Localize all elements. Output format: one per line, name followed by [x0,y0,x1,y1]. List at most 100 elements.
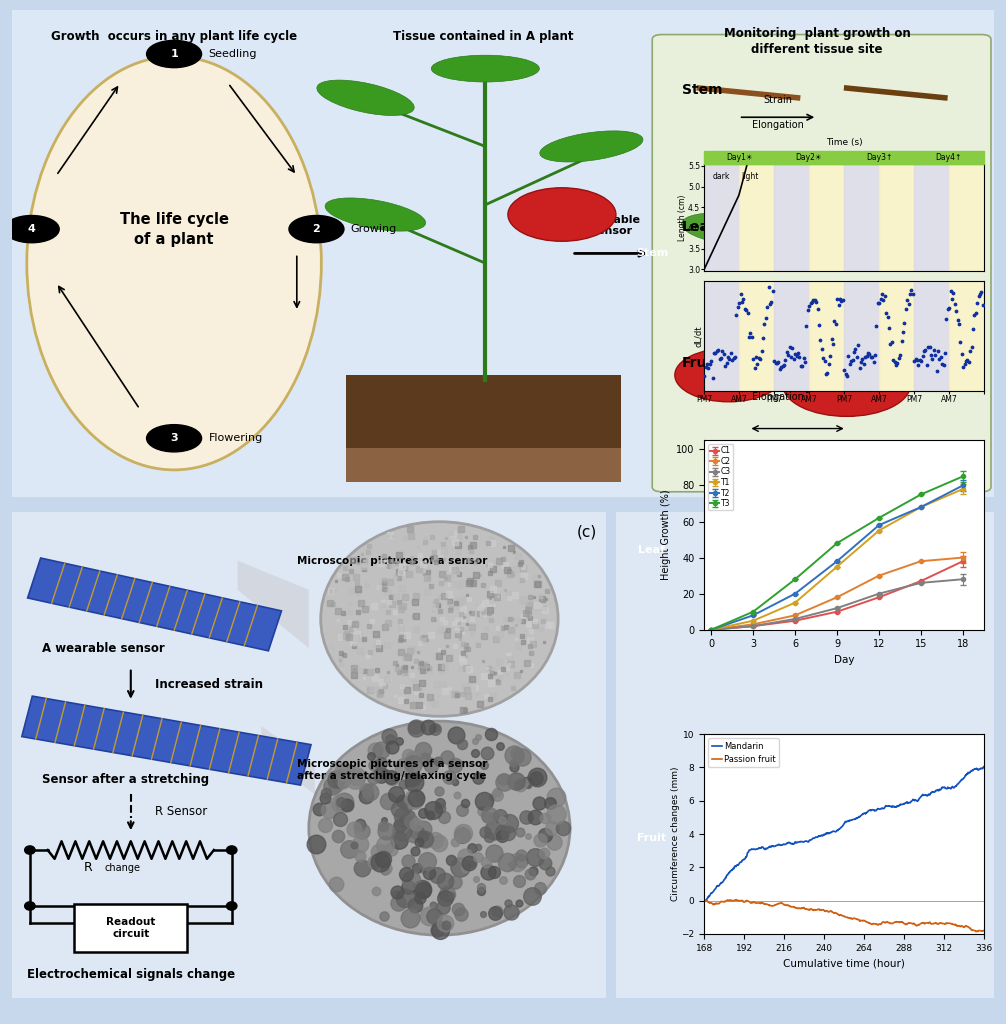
Point [951,315,967,332]
Circle shape [321,521,558,717]
Circle shape [225,901,237,911]
Point [808,294,824,310]
Point [758,310,774,327]
Point [881,319,897,336]
Point [745,351,762,368]
Passion fruit [876,915,888,928]
Mandarin [876,802,888,814]
Polygon shape [237,561,309,648]
Text: Strain: Strain [764,368,793,378]
Ellipse shape [432,55,539,82]
Bar [913,151,984,164]
Point [753,343,770,359]
Text: Readout
circuit: Readout circuit [106,918,156,939]
Point [920,339,937,355]
Text: Growth  occurs in any plant life cycle: Growth occurs in any plant life cycle [51,30,297,43]
Text: Day3↑: Day3↑ [866,153,892,162]
Point [877,288,893,304]
Bar [913,281,949,391]
Point [814,341,830,357]
Point [710,342,726,358]
FancyBboxPatch shape [0,3,1006,504]
Point [842,356,858,373]
Y-axis label: Length (cm): Length (cm) [677,195,686,241]
Point [742,325,759,341]
Text: Microscopic pictures of a sensor
after a stretching/relaxing cycle: Microscopic pictures of a sensor after a… [297,759,487,780]
Point [826,312,842,329]
Point [916,343,933,359]
Point [743,329,760,345]
Point [882,336,898,352]
Point [741,329,758,345]
Text: change: change [104,863,140,873]
Point [910,356,927,373]
Point [892,347,908,364]
Point [849,348,865,365]
Point [883,334,899,350]
Point [750,350,767,367]
Point [860,344,876,360]
Point [961,353,977,370]
Point [769,354,785,371]
Point [890,350,906,367]
Point [914,348,931,365]
Polygon shape [262,726,315,795]
Point [937,345,953,361]
Point [857,349,873,366]
Passion fruit [730,894,742,906]
Point [947,296,963,312]
Point [778,351,794,368]
Point [836,361,852,378]
Point [817,353,833,370]
Text: Fruit: Fruit [682,356,718,370]
Legend: C1, C2, C3, T1, T2, T3: C1, C2, C3, T1, T2, T3 [708,444,733,510]
Point [771,353,787,370]
Point [907,351,924,368]
Point [752,351,769,368]
Point [749,356,766,373]
Point [933,349,949,366]
Circle shape [225,845,237,855]
Point [968,304,984,321]
Point [972,286,988,302]
Line: Passion fruit: Passion fruit [704,900,984,932]
Point [949,302,965,318]
Point [767,353,783,370]
Point [856,355,872,372]
Bar [704,281,739,391]
Point [699,356,715,373]
Y-axis label: dL/dt: dL/dt [694,326,703,346]
Bar [704,164,739,271]
Polygon shape [22,696,311,785]
Point [926,342,942,358]
Point [776,356,792,373]
Point [843,352,859,369]
Point [797,353,813,370]
Point [864,348,880,365]
Passion fruit [715,895,727,907]
Point [832,291,848,307]
Point [899,292,915,308]
Point [709,342,725,358]
Ellipse shape [809,223,904,254]
Point [703,353,719,370]
Point [939,311,955,328]
Point [935,355,951,372]
Passion fruit [698,895,710,907]
Mandarin [910,795,923,807]
Point [918,357,935,374]
Point [715,346,731,362]
Point [736,300,752,316]
Text: Monitoring  plant growth on
different tissue site: Monitoring plant growth on different tis… [724,28,910,56]
Point [847,341,863,357]
Point [735,291,751,307]
Point [720,349,736,366]
Passion fruit [910,920,923,932]
Point [932,350,948,367]
Text: The life cycle
of a plant: The life cycle of a plant [120,212,228,247]
Mandarin [699,895,711,907]
Point [704,370,720,386]
Text: Strain: Strain [764,231,793,242]
Point [829,291,845,307]
Point [958,352,974,369]
